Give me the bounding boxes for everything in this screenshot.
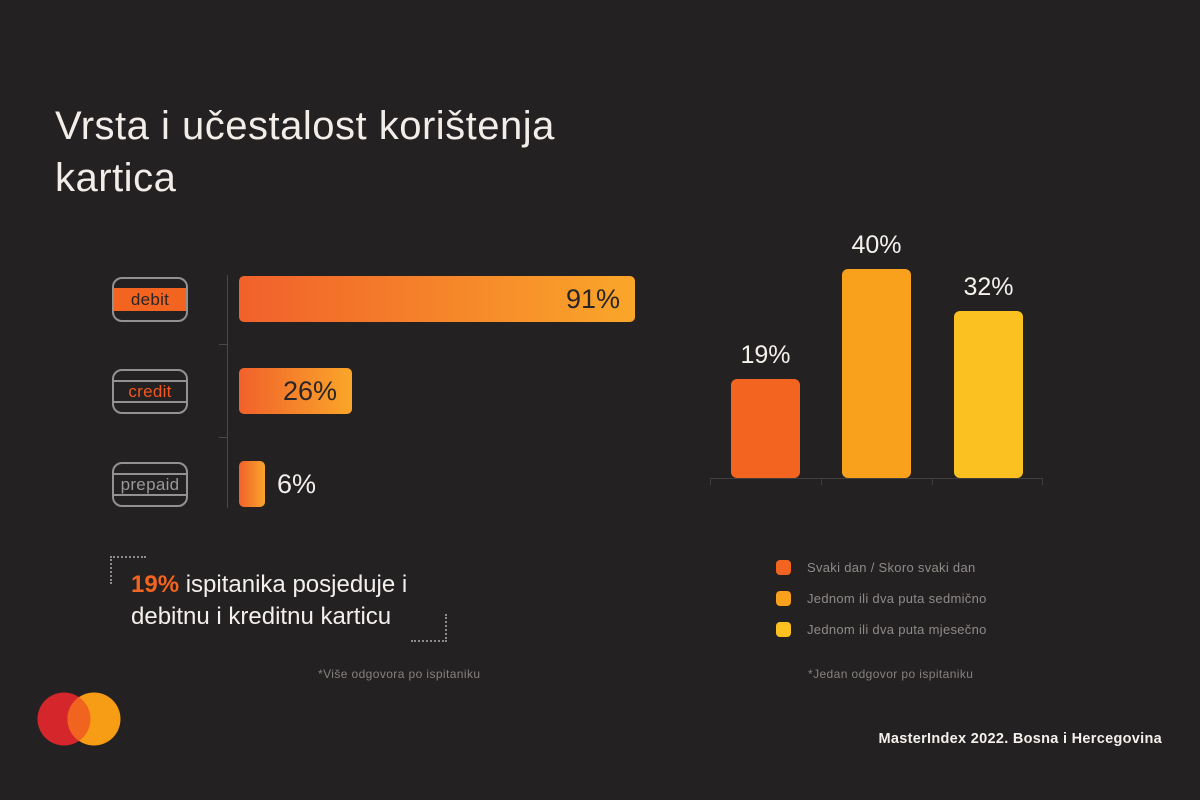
credit-card-icon: credit: [112, 369, 188, 414]
debit-bar-value: 91%: [565, 283, 620, 314]
legend-item-weekly: Jednom ili dva puta sedmično: [776, 591, 987, 606]
credit-bar-value: 26%: [282, 375, 337, 406]
freq-bar-daily: [731, 379, 800, 478]
credit-bar: 26%: [239, 368, 352, 414]
debit-card-icon: debit: [112, 277, 188, 322]
legend-item-monthly: Jednom ili dva puta mjesečno: [776, 622, 987, 637]
mastercard-overlap-lens: [67, 697, 91, 741]
left-axis-tick: [219, 437, 227, 438]
legend-swatch-weekly: [776, 591, 791, 606]
debit-bar: 91%: [239, 276, 635, 322]
callout-line2: debitnu i kreditnu karticu: [131, 603, 392, 630]
mastercard-logo: [37, 691, 121, 752]
page-title-line1: Vrsta i učestalost korištenja: [55, 104, 555, 148]
right-axis-tick: [932, 478, 933, 485]
right-chart-footnote: *Jedan odgovor po ispitaniku: [808, 667, 974, 681]
prepaid-bar: 6%: [239, 461, 316, 507]
prepaid-card-icon: prepaid: [112, 462, 188, 507]
freq-bar-value-daily: 19%: [740, 341, 791, 369]
freq-bar-weekly: [842, 269, 911, 478]
prepaid-bar-value: 6%: [277, 468, 317, 499]
legend-label-weekly: Jednom ili dva puta sedmično: [807, 591, 987, 606]
callout-corner-top-left: [110, 556, 146, 584]
callout-text: 19% ispitanika posjeduje i debitnu i kre…: [110, 556, 447, 633]
freq-bar-value-weekly: 40%: [851, 231, 902, 259]
freq-bar-column-daily: 19%: [731, 341, 800, 478]
right-axis-tick: [1042, 478, 1043, 485]
prepaid-card-label: prepaid: [114, 473, 186, 496]
freq-bar-value-monthly: 32%: [963, 273, 1014, 301]
right-axis-tick: [821, 478, 822, 485]
mastercard-logo-icon: [37, 692, 121, 746]
callout-box: 19% ispitanika posjeduje i debitnu i kre…: [110, 556, 447, 642]
page-title-line2: kartica: [55, 156, 177, 200]
legend: Svaki dan / Skoro svaki dan Jednom ili d…: [776, 560, 987, 653]
callout-rest-line1: ispitanika posjeduje i: [179, 571, 408, 598]
left-chart-footnote: *Više odgovora po ispitaniku: [318, 667, 481, 681]
legend-swatch-daily: [776, 560, 791, 575]
freq-bar-monthly: [954, 311, 1023, 478]
left-chart-axis: [227, 275, 228, 508]
page-title: Vrsta i učestalost korištenja kartica: [55, 100, 555, 204]
left-axis-tick: [219, 344, 227, 345]
callout-highlight: 19%: [131, 571, 180, 598]
freq-bar-column-monthly: 32%: [954, 273, 1023, 478]
right-chart-baseline: [710, 478, 1043, 479]
freq-bar-column-weekly: 40%: [842, 231, 911, 478]
legend-swatch-monthly: [776, 622, 791, 637]
legend-label-daily: Svaki dan / Skoro svaki dan: [807, 560, 976, 575]
legend-label-monthly: Jednom ili dva puta mjesečno: [807, 622, 987, 637]
debit-card-label: debit: [114, 288, 186, 311]
legend-item-daily: Svaki dan / Skoro svaki dan: [776, 560, 987, 575]
callout-corner-bottom-right: [411, 614, 447, 642]
footer-credit: MasterIndex 2022. Bosna i Hercegovina: [878, 731, 1162, 747]
right-axis-tick: [710, 478, 711, 485]
credit-card-label: credit: [114, 380, 186, 403]
